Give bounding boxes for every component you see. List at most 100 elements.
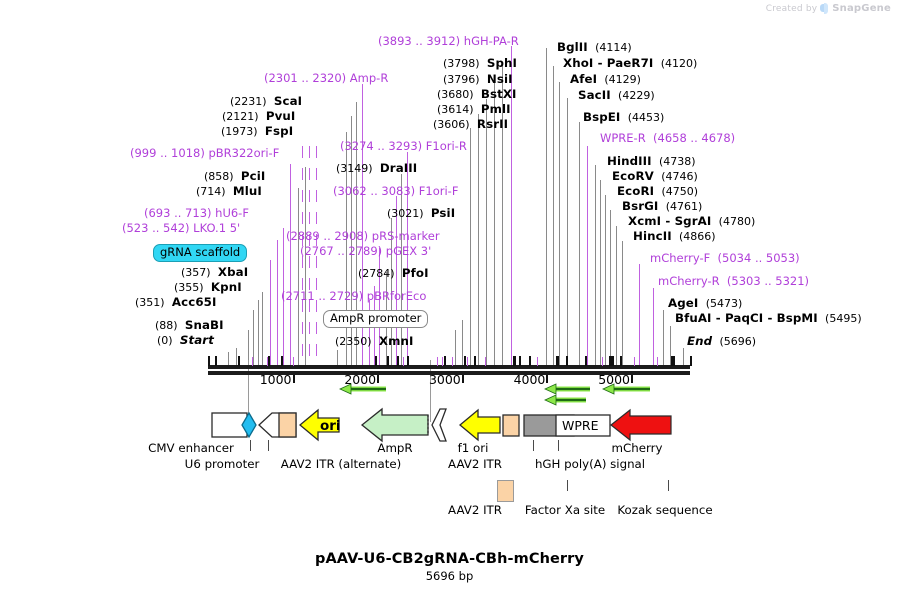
leader-line bbox=[622, 241, 623, 366]
enzyme-position: (355) bbox=[174, 281, 204, 294]
enzyme-name: XhoI - PaeR7I bbox=[563, 56, 654, 70]
feature-u6-promoter[interactable] bbox=[241, 411, 257, 439]
enzyme-name: AgeI bbox=[668, 296, 699, 310]
leader-stub bbox=[316, 212, 317, 224]
feature-aav2-itr-left[interactable] bbox=[278, 412, 297, 438]
watermark-brand: SnapGene bbox=[832, 3, 891, 14]
leader-line bbox=[546, 48, 547, 366]
caption-marker bbox=[268, 440, 269, 451]
leader-line bbox=[567, 98, 568, 366]
enzyme-label-hindiii: HindIII (4738) bbox=[607, 154, 696, 169]
feature-tag-grna-scaffold[interactable]: gRNA scaffold bbox=[153, 244, 248, 262]
enzyme-cut-tick bbox=[443, 356, 446, 366]
feature-f1-ori[interactable] bbox=[431, 408, 447, 442]
leader-stub bbox=[302, 256, 303, 268]
enzyme-label-bstxi: (3680) BstXI bbox=[437, 88, 517, 102]
feature-cmv-enhancer[interactable] bbox=[211, 412, 248, 438]
enzyme-position: (2784) bbox=[358, 267, 395, 280]
feature-wpre[interactable] bbox=[555, 414, 611, 437]
enzyme-cut-tick bbox=[406, 356, 409, 366]
enzyme-label-scai: (2231) ScaI bbox=[230, 94, 303, 109]
feature-ampr[interactable] bbox=[360, 407, 429, 443]
leader-stub bbox=[316, 190, 317, 202]
enzyme-name: PmlI bbox=[480, 102, 511, 116]
leader-stub bbox=[309, 256, 310, 268]
enzyme-position: (2231) bbox=[230, 95, 267, 108]
primer-tick bbox=[442, 357, 444, 366]
primer-tick bbox=[467, 357, 469, 366]
enzyme-name: HindIII bbox=[607, 154, 652, 168]
primer-label-wpre-r: WPRE-R (4658 .. 4678) bbox=[600, 132, 735, 145]
enzyme-name: XcmI - SgrAI bbox=[628, 214, 712, 228]
primer-label-f1ori-f: (3062 .. 3083) F1ori-F bbox=[333, 185, 458, 198]
leader-line bbox=[396, 196, 397, 366]
leader-line bbox=[455, 330, 456, 366]
enzyme-position: (3606) bbox=[433, 118, 470, 131]
enzyme-cut-tick bbox=[387, 356, 390, 366]
enzyme-cut-tick bbox=[584, 356, 587, 366]
leader-line bbox=[305, 167, 306, 366]
leader-line bbox=[258, 300, 259, 366]
feature-hgh-polya-signal[interactable] bbox=[523, 414, 575, 437]
leader-stub bbox=[316, 322, 317, 334]
enzyme-position: (357) bbox=[181, 266, 211, 279]
primer-label-pbrforeco: (2711 .. 2729) pBRforEco bbox=[281, 290, 426, 303]
enzyme-label-pvui: (2121) PvuI bbox=[222, 110, 295, 124]
leader-line bbox=[401, 174, 402, 366]
primer-range: (3062 .. 3083) bbox=[333, 184, 416, 198]
enzyme-cut-tick bbox=[557, 356, 560, 366]
enzyme-position: (0) bbox=[157, 334, 173, 347]
leader-line bbox=[494, 78, 495, 366]
feature-aav2-itr-alternate[interactable] bbox=[258, 412, 297, 438]
enzyme-name: ScaI bbox=[273, 94, 303, 108]
enzyme-cut-tick bbox=[280, 356, 283, 366]
enzyme-label-psii: (3021) PsiI bbox=[387, 207, 455, 221]
caption-text: AAV2 ITR bbox=[448, 503, 502, 517]
caption-marker bbox=[250, 440, 251, 451]
enzyme-position: (4738) bbox=[658, 155, 696, 168]
enzyme-position: (3021) bbox=[387, 207, 424, 220]
leader-line bbox=[379, 248, 380, 366]
feature-tag-ampr-promoter[interactable]: AmpR promoter bbox=[323, 310, 429, 328]
feature-aav2-itr-right[interactable] bbox=[458, 408, 501, 442]
feature-mcherry[interactable] bbox=[610, 408, 672, 442]
plasmid-title: pAAV-U6-CB2gRNA-CBh-mCherry bbox=[314, 551, 584, 567]
feature-ori[interactable] bbox=[298, 408, 340, 442]
primer-label-prs-marker: (2889 .. 2908) pRS-marker bbox=[286, 230, 440, 243]
leader-line bbox=[369, 300, 370, 366]
ruler-major-tick bbox=[546, 375, 549, 383]
leader-line bbox=[462, 320, 463, 366]
primer-label-pbr322ori-f: (999 .. 1018) pBR322ori-F bbox=[130, 147, 279, 160]
enzyme-name: BspEI bbox=[583, 110, 621, 124]
sequence-ruler[interactable] bbox=[208, 365, 690, 375]
primer-name: pBR322ori-F bbox=[208, 146, 280, 160]
caption-text: U6 promoter bbox=[184, 457, 260, 471]
enzyme-label-start: (0) Start bbox=[157, 334, 214, 348]
leader-stub bbox=[302, 146, 303, 158]
enzyme-label-bsrgi: BsrGI (4761) bbox=[622, 199, 702, 214]
enzyme-position: (858) bbox=[204, 170, 234, 183]
enzyme-name: PciI bbox=[240, 169, 266, 183]
enzyme-label-acc65i: (351) Acc65I bbox=[135, 296, 216, 310]
axis-guide-line bbox=[430, 360, 431, 422]
enzyme-name: RsrII bbox=[476, 117, 509, 131]
enzyme-name: BglII bbox=[557, 40, 588, 54]
enzyme-label-bglii: BglII (4114) bbox=[557, 40, 632, 55]
primer-tick bbox=[656, 357, 658, 366]
leader-line bbox=[595, 165, 596, 366]
primer-name: mCherry-R bbox=[658, 274, 720, 288]
primer-tick bbox=[633, 357, 635, 366]
enzyme-position: (5696) bbox=[719, 335, 757, 348]
enzyme-label-draiii: (3149) DraIII bbox=[336, 162, 417, 176]
leader-stub bbox=[309, 344, 310, 356]
enzyme-label-xcmi-sgrai: XcmI - SgrAI (4780) bbox=[628, 214, 755, 229]
enzyme-name: SnaBI bbox=[184, 318, 224, 332]
enzyme-label-ecorv: EcoRV (4746) bbox=[612, 170, 698, 184]
primer-tick bbox=[602, 357, 604, 366]
ruler-tick-label: 5000 bbox=[598, 372, 630, 387]
enzyme-name: BsrGI bbox=[622, 199, 659, 213]
enzyme-label-ecori: EcoRI (4750) bbox=[617, 185, 698, 199]
ruler-bar-top bbox=[208, 365, 690, 369]
feature-factor-xa-site[interactable] bbox=[502, 414, 520, 437]
leader-stub bbox=[302, 322, 303, 334]
